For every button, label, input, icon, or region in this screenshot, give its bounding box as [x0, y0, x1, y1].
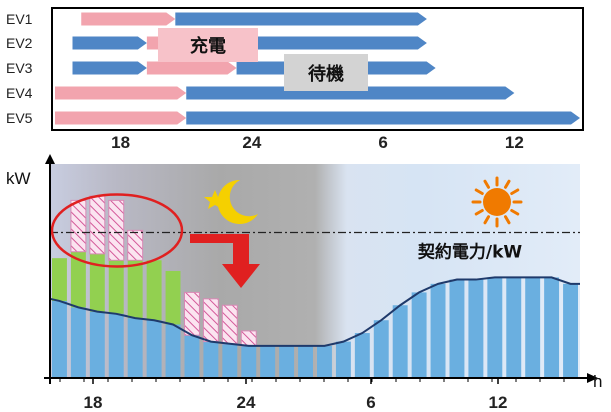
base-load-bar: [108, 313, 124, 378]
row-label: EV5: [6, 110, 33, 126]
shifted-load-bar: [70, 199, 87, 253]
y-axis-arrow: [45, 154, 55, 164]
charging-load-bar: [70, 251, 86, 308]
base-load-bar: [392, 305, 408, 378]
idle-segment: [230, 36, 427, 50]
base-load-bar: [165, 324, 181, 378]
idle-segment: [175, 12, 427, 26]
charge-segment: [55, 111, 187, 125]
contract-power-label: 契約電力/kW: [417, 241, 523, 262]
y-unit-label: kW: [6, 169, 31, 188]
row-label: EV1: [6, 11, 33, 27]
base-load-bar: [354, 333, 370, 378]
base-load-bar: [203, 341, 219, 378]
base-load-bar: [260, 345, 276, 378]
base-load-bar: [544, 277, 560, 378]
base-load-bar: [184, 335, 200, 378]
base-load-bar: [411, 292, 427, 378]
idle-label: 待機: [308, 63, 344, 85]
base-load-curve: [49, 276, 580, 347]
schedule-tick-label: 24: [242, 133, 261, 150]
schedule-row: EV1: [6, 11, 427, 27]
x-tick-label: 24: [237, 393, 256, 412]
shifted-load-bar: [221, 304, 238, 345]
base-load-bar: [506, 277, 522, 378]
base-load-bar: [52, 300, 67, 378]
charging-load-bar: [89, 253, 105, 312]
schedule-tick-label: 18: [111, 133, 130, 150]
base-load-bar: [373, 320, 389, 378]
shifted-load-bar: [127, 229, 144, 261]
idle-segment: [186, 111, 580, 125]
base-load-bar: [525, 277, 541, 378]
base-load-bar: [430, 283, 446, 378]
charging-load-bar: [165, 271, 181, 325]
charge-label: 充電: [190, 35, 226, 57]
charge-label-box: [158, 28, 258, 62]
x-unit-label: h: [593, 372, 602, 391]
charge-segment: [81, 12, 176, 26]
base-load-bar: [146, 320, 162, 378]
row-label: EV3: [6, 60, 33, 76]
base-load-bar: [335, 341, 351, 378]
x-axis-arrow: [587, 373, 598, 383]
schedule-row: EV4: [6, 85, 515, 101]
shifted-load-bar: [89, 195, 106, 255]
row-label: EV2: [6, 35, 33, 51]
row-label: EV4: [6, 85, 33, 101]
base-load-bar: [317, 345, 332, 378]
base-load-bar: [449, 279, 465, 378]
base-load-bar: [563, 283, 578, 378]
base-load-bar: [241, 345, 257, 378]
charging-load-bar: [108, 260, 124, 314]
x-tick-label: 6: [366, 393, 375, 412]
peak-highlight-circle: [50, 193, 184, 268]
base-load-bar: [468, 279, 484, 378]
base-load-bar: [279, 345, 295, 378]
charge-segment: [146, 61, 237, 75]
x-tick-label: 18: [84, 393, 103, 412]
schedule-tick-label: 12: [505, 133, 524, 150]
power-demand-chart: 契約電力/kW kW h 18 24 6 12: [6, 154, 602, 412]
base-load-bar: [127, 318, 143, 378]
star-icon: [204, 190, 226, 209]
idle-segment: [72, 61, 147, 75]
charging-load-bar: [52, 258, 67, 301]
moon-icon: [217, 179, 258, 224]
base-load-bar: [222, 343, 238, 378]
charging-load-bar: [127, 260, 143, 319]
schedule-row: EV5: [6, 110, 580, 126]
sun-icon: [471, 176, 523, 228]
base-load-bar: [487, 277, 503, 378]
shifted-load-bar: [184, 291, 200, 336]
base-load-bar: [298, 345, 313, 378]
shift-arrow: [190, 234, 260, 288]
idle-segment: [72, 36, 147, 50]
shifted-load-bar: [240, 330, 257, 347]
charging-load-bar: [146, 260, 162, 321]
shifted-load-bar: [202, 298, 219, 343]
idle-label-box: [284, 54, 368, 91]
schedule-tick-label: 6: [378, 133, 387, 150]
base-load-bar: [89, 311, 105, 378]
x-tick-label: 12: [489, 393, 508, 412]
charge-segment: [55, 86, 187, 100]
shifted-load-bar: [108, 199, 125, 261]
base-load-bar: [70, 307, 86, 378]
idle-segment: [186, 86, 515, 100]
